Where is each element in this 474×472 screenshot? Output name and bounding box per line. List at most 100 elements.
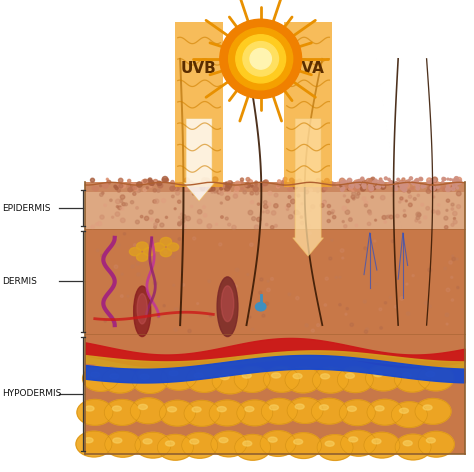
Circle shape (431, 210, 435, 213)
Circle shape (114, 185, 117, 188)
Ellipse shape (138, 405, 147, 410)
Circle shape (320, 182, 323, 185)
Circle shape (365, 330, 368, 333)
Circle shape (403, 214, 406, 217)
Circle shape (437, 185, 441, 189)
Circle shape (268, 191, 272, 195)
Circle shape (162, 199, 165, 202)
Circle shape (399, 201, 401, 203)
Circle shape (361, 177, 364, 180)
Circle shape (243, 191, 246, 194)
Circle shape (401, 183, 405, 185)
Circle shape (399, 182, 403, 186)
Ellipse shape (112, 406, 121, 411)
Circle shape (331, 239, 333, 241)
Circle shape (428, 181, 431, 184)
Circle shape (247, 180, 253, 185)
Circle shape (394, 182, 399, 186)
Circle shape (369, 178, 374, 184)
Circle shape (190, 181, 193, 185)
Circle shape (160, 223, 164, 227)
Circle shape (451, 299, 454, 301)
Circle shape (300, 216, 302, 218)
Circle shape (288, 195, 291, 198)
Circle shape (369, 183, 373, 186)
Ellipse shape (269, 405, 278, 410)
Circle shape (431, 186, 435, 191)
Circle shape (401, 184, 404, 187)
Circle shape (255, 184, 257, 186)
Ellipse shape (347, 406, 356, 412)
Circle shape (234, 190, 238, 194)
Circle shape (339, 303, 341, 306)
Circle shape (232, 225, 236, 229)
Ellipse shape (255, 303, 266, 311)
Circle shape (320, 203, 324, 207)
Circle shape (350, 217, 352, 219)
Circle shape (226, 196, 230, 200)
Circle shape (266, 210, 269, 213)
Ellipse shape (375, 406, 384, 411)
Circle shape (379, 308, 382, 311)
Circle shape (233, 194, 237, 198)
Circle shape (260, 278, 263, 281)
Circle shape (412, 275, 414, 277)
Circle shape (356, 185, 359, 188)
Text: EPIDERMIS: EPIDERMIS (2, 203, 51, 212)
Circle shape (277, 183, 280, 186)
Circle shape (102, 183, 108, 188)
Circle shape (273, 204, 278, 208)
Circle shape (250, 192, 254, 195)
Circle shape (278, 180, 281, 183)
Ellipse shape (400, 408, 409, 413)
Circle shape (128, 187, 132, 192)
Circle shape (389, 181, 392, 184)
Circle shape (255, 191, 259, 195)
Circle shape (371, 177, 375, 181)
Circle shape (363, 300, 366, 303)
Circle shape (285, 206, 288, 208)
Circle shape (423, 185, 426, 187)
Circle shape (428, 186, 431, 190)
Circle shape (401, 182, 405, 185)
Circle shape (396, 214, 399, 218)
Circle shape (143, 188, 146, 192)
Circle shape (357, 179, 362, 184)
Circle shape (347, 178, 352, 183)
Ellipse shape (211, 431, 247, 457)
Circle shape (116, 185, 120, 189)
Circle shape (349, 184, 353, 187)
Circle shape (385, 216, 389, 219)
Circle shape (227, 190, 230, 194)
Circle shape (404, 183, 408, 187)
Bar (85, 187, 465, 228)
Circle shape (182, 230, 186, 233)
Circle shape (390, 296, 392, 299)
Circle shape (448, 184, 454, 189)
Circle shape (219, 243, 222, 246)
Circle shape (307, 224, 311, 228)
Circle shape (181, 213, 183, 215)
Circle shape (332, 216, 336, 219)
Circle shape (349, 184, 354, 188)
Circle shape (208, 280, 210, 283)
Circle shape (456, 191, 461, 196)
Text: UVA: UVA (290, 61, 325, 76)
Circle shape (109, 199, 112, 202)
Circle shape (183, 181, 187, 185)
Circle shape (354, 185, 359, 191)
Ellipse shape (184, 401, 220, 426)
Circle shape (94, 186, 98, 191)
Circle shape (192, 237, 196, 240)
Circle shape (438, 204, 440, 206)
Text: DERMIS: DERMIS (2, 277, 37, 286)
Circle shape (178, 221, 182, 225)
Ellipse shape (426, 371, 435, 377)
Ellipse shape (294, 439, 303, 444)
Circle shape (339, 178, 345, 183)
Circle shape (341, 180, 346, 185)
Circle shape (192, 193, 194, 195)
Circle shape (209, 314, 212, 317)
Circle shape (374, 240, 376, 242)
Circle shape (253, 186, 258, 192)
